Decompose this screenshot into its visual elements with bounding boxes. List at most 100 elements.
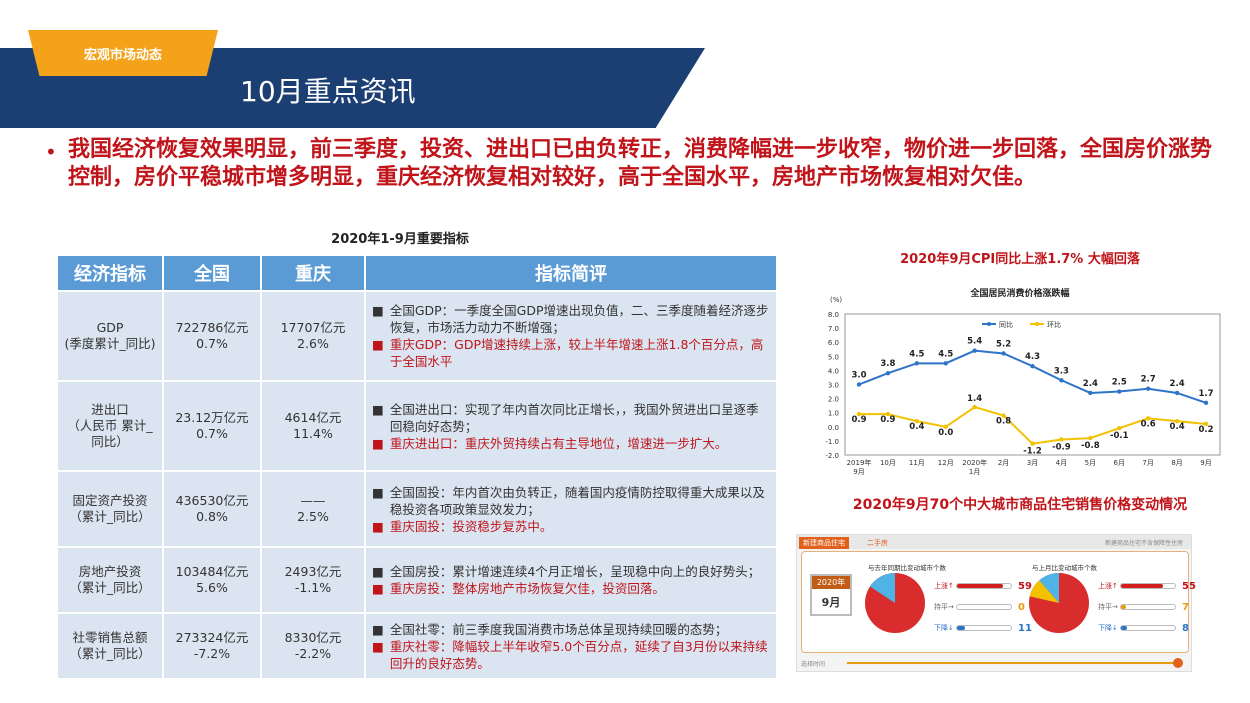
table-row: 社零销售总额 （累计_同比） 273324亿元 -7.2% 8330亿元 -2.2% ■ 全国… xyxy=(56,612,778,680)
square-bullet-icon: ■ xyxy=(372,638,384,654)
cell-indicator: 房地产投资 （累计_同比） xyxy=(56,546,164,614)
data-label: 0.8 xyxy=(996,417,1011,427)
comment-national: ■ 全国社零：前三季度我国消费市场总体呈现持续回暖的态势； xyxy=(372,621,770,638)
cell-chongqing: 8330亿元 -2.2% xyxy=(260,612,366,680)
data-point xyxy=(943,424,948,429)
comment-text: 重庆GDP：GDP增速持续上涨，较上半年增速上涨1.8个百分点，高于全国水平 xyxy=(389,337,764,369)
data-label: -0.1 xyxy=(1110,431,1129,441)
cell-indicator-line: (季度累计_同比) xyxy=(64,336,156,351)
housing-tabs: 新建商品住宅 二手房 新建商品住宅不含保障性住房 xyxy=(797,535,1191,549)
cell-indicator-line: 社零销售总额 xyxy=(72,630,148,645)
comment-national: ■ 全国进出口：实现了年内首次同比正增长，，我国外贸进出口呈逐季回稳向好态势； xyxy=(372,401,770,435)
comment-text: 全国进出口：实现了年内首次同比正增长，，我国外贸进出口呈逐季回稳向好态势； xyxy=(389,401,759,434)
table-row: 房地产投资 （累计_同比） 103484亿元 5.6% 2493亿元 -1.1% ■ 全国房投… xyxy=(56,546,778,614)
yoy-down-fill xyxy=(957,626,966,630)
data-point xyxy=(1174,418,1180,424)
cell-national-line: 0.7% xyxy=(196,336,228,351)
cell-national: 436530亿元 0.8% xyxy=(162,470,262,548)
data-point xyxy=(1001,351,1006,356)
time-slider[interactable]: 选择时间 xyxy=(801,657,1189,669)
data-label: 2.4 xyxy=(1170,379,1185,389)
yoy-flat-bar xyxy=(956,604,1012,610)
data-label: 2.7 xyxy=(1141,375,1156,385)
cell-indicator-line: 进出口 xyxy=(91,402,129,417)
data-point xyxy=(914,361,920,366)
cell-indicator: GDP (季度累计_同比) xyxy=(56,290,164,382)
y-tick-label: 4.0 xyxy=(828,367,839,375)
square-bullet-icon: ■ xyxy=(372,401,384,417)
mom-flat-fill xyxy=(1121,605,1127,609)
page-title: 10月重点资讯 xyxy=(240,75,416,108)
cell-indicator-line: （累计_同比） xyxy=(69,509,151,524)
tab-second-hand[interactable]: 二手房 xyxy=(867,539,888,547)
cell-national: 722786亿元 0.7% xyxy=(162,290,262,382)
y-unit-label: (%) xyxy=(830,296,842,304)
x-tick-label: 9月 xyxy=(853,468,864,476)
y-tick-label: 6.0 xyxy=(828,339,839,347)
data-label: 0.4 xyxy=(909,422,924,432)
comment-text: 重庆社零：降幅较上半年收窄5.0个百分点，延续了自3月份以来持续回升的良好态势。 xyxy=(389,638,768,671)
square-bullet-icon: ■ xyxy=(372,484,384,500)
legend-marker-0 xyxy=(987,322,991,326)
data-point xyxy=(1088,435,1093,441)
comment-national: ■ 全国房投：累计增速连续4个月正增长，呈现稳中向上的良好势头； xyxy=(372,563,770,580)
cell-indicator-line: （累计_同比） xyxy=(69,580,151,595)
cell-national-line: 436530亿元 xyxy=(175,493,249,508)
data-point xyxy=(972,404,977,410)
housing-widget: 新建商品住宅 二手房 新建商品住宅不含保障性住房 2020年 9月 与去年同期比… xyxy=(796,534,1196,672)
legend-marker-1 xyxy=(1035,322,1039,326)
mom-up-label: 上涨↑ xyxy=(1098,582,1118,590)
x-tick-label: 1月 xyxy=(969,468,980,476)
yoy-up-row: 上涨↑ 59 xyxy=(934,580,1032,592)
table-row: GDP (季度累计_同比) 722786亿元 0.7% 17707亿元 2.6% ■ 全国GD… xyxy=(56,290,778,382)
mom-up-count: 55 xyxy=(1182,580,1196,592)
cell-comment: ■ 全国社零：前三季度我国消费市场总体呈现持续回暖的态势； ■ 重庆社零：降幅较上半年… xyxy=(364,612,778,680)
data-point xyxy=(1203,421,1209,427)
cell-comment: ■ 全国GDP：一季度全国GDP增速出现负值，二、三季度随着经济逐步恢复，市场活力… xyxy=(364,290,778,382)
timeline-handle[interactable] xyxy=(1173,658,1183,668)
data-label: 5.4 xyxy=(967,337,982,347)
x-tick-label: 8月 xyxy=(1171,459,1182,467)
cell-chongqing-line: 11.4% xyxy=(293,426,333,441)
cell-national-line: 0.7% xyxy=(196,426,228,441)
data-point xyxy=(885,371,891,376)
comment-text: 重庆房投：整体房地产市场恢复欠佳，投资回落。 xyxy=(389,581,665,596)
x-tick-label: 2月 xyxy=(998,459,1009,467)
cell-chongqing-line: 4614亿元 xyxy=(284,410,342,425)
x-tick-label: 9月 xyxy=(1200,459,1211,467)
comment-text: 全国固投：年内首次由负转正，随着国内疫情防控取得重大成果以及稳投资各项政策显效发… xyxy=(389,484,765,517)
section-tag: 宏观市场动态 xyxy=(28,30,218,76)
x-tick-label: 10月 xyxy=(880,459,896,467)
data-label: 4.5 xyxy=(938,349,953,359)
cell-comment: ■ 全国进出口：实现了年内首次同比正增长，，我国外贸进出口呈逐季回稳向好态势； ■ 重… xyxy=(364,380,778,472)
x-tick-label: 2019年 xyxy=(847,458,872,467)
mom-down-label: 下降↓ xyxy=(1098,624,1118,632)
square-bullet-icon: ■ xyxy=(372,564,384,579)
comment-national: ■ 全国GDP：一季度全国GDP增速出现负值，二、三季度随着经济逐步恢复，市场活力… xyxy=(372,302,770,336)
cpi-title: 2020年9月CPI同比上涨1.7% 大幅回落 xyxy=(900,252,1140,267)
tab-new-housing[interactable]: 新建商品住宅 xyxy=(799,537,849,549)
date-month: 9月 xyxy=(821,596,841,609)
bullet-icon: • xyxy=(45,140,57,164)
yoy-up-label: 上涨↑ xyxy=(934,582,954,590)
cell-indicator-line: 房地产投资 xyxy=(78,564,142,579)
mom-down-row: 下降↓ 8 xyxy=(1098,622,1189,634)
yoy-pie-down xyxy=(869,573,895,603)
data-point xyxy=(1203,400,1209,406)
cell-chongqing: 2493亿元 -1.1% xyxy=(260,546,366,614)
comment-chongqing: ■ 重庆社零：降幅较上半年收窄5.0个百分点，延续了自3月份以来持续回升的良好态势… xyxy=(372,638,770,672)
data-label: 0.0 xyxy=(938,428,953,438)
cell-indicator-line: GDP xyxy=(96,320,124,335)
data-label: 3.3 xyxy=(1054,366,1069,376)
yoy-down-bar xyxy=(956,625,1012,631)
cell-chongqing-line: 2.5% xyxy=(297,509,329,524)
y-tick-label: 5.0 xyxy=(828,353,839,361)
comment-text: 全国社零：前三季度我国消费市场总体呈现持续回暖的态势； xyxy=(389,621,728,637)
square-bullet-icon: ■ xyxy=(372,435,384,451)
table-row: 进出口 （人民币 累计_同比） 23.12万亿元 0.7% 4614亿元 11.4% ■ 全国… xyxy=(56,380,778,472)
y-tick-label: -2.0 xyxy=(825,452,839,460)
cell-indicator-line: （累计_同比） xyxy=(69,646,151,661)
yoy-flat-label: 持平→ xyxy=(934,603,954,611)
data-point xyxy=(1059,437,1064,442)
cpi-subtitle: 全国居民消费价格涨跌幅 xyxy=(970,289,1070,299)
